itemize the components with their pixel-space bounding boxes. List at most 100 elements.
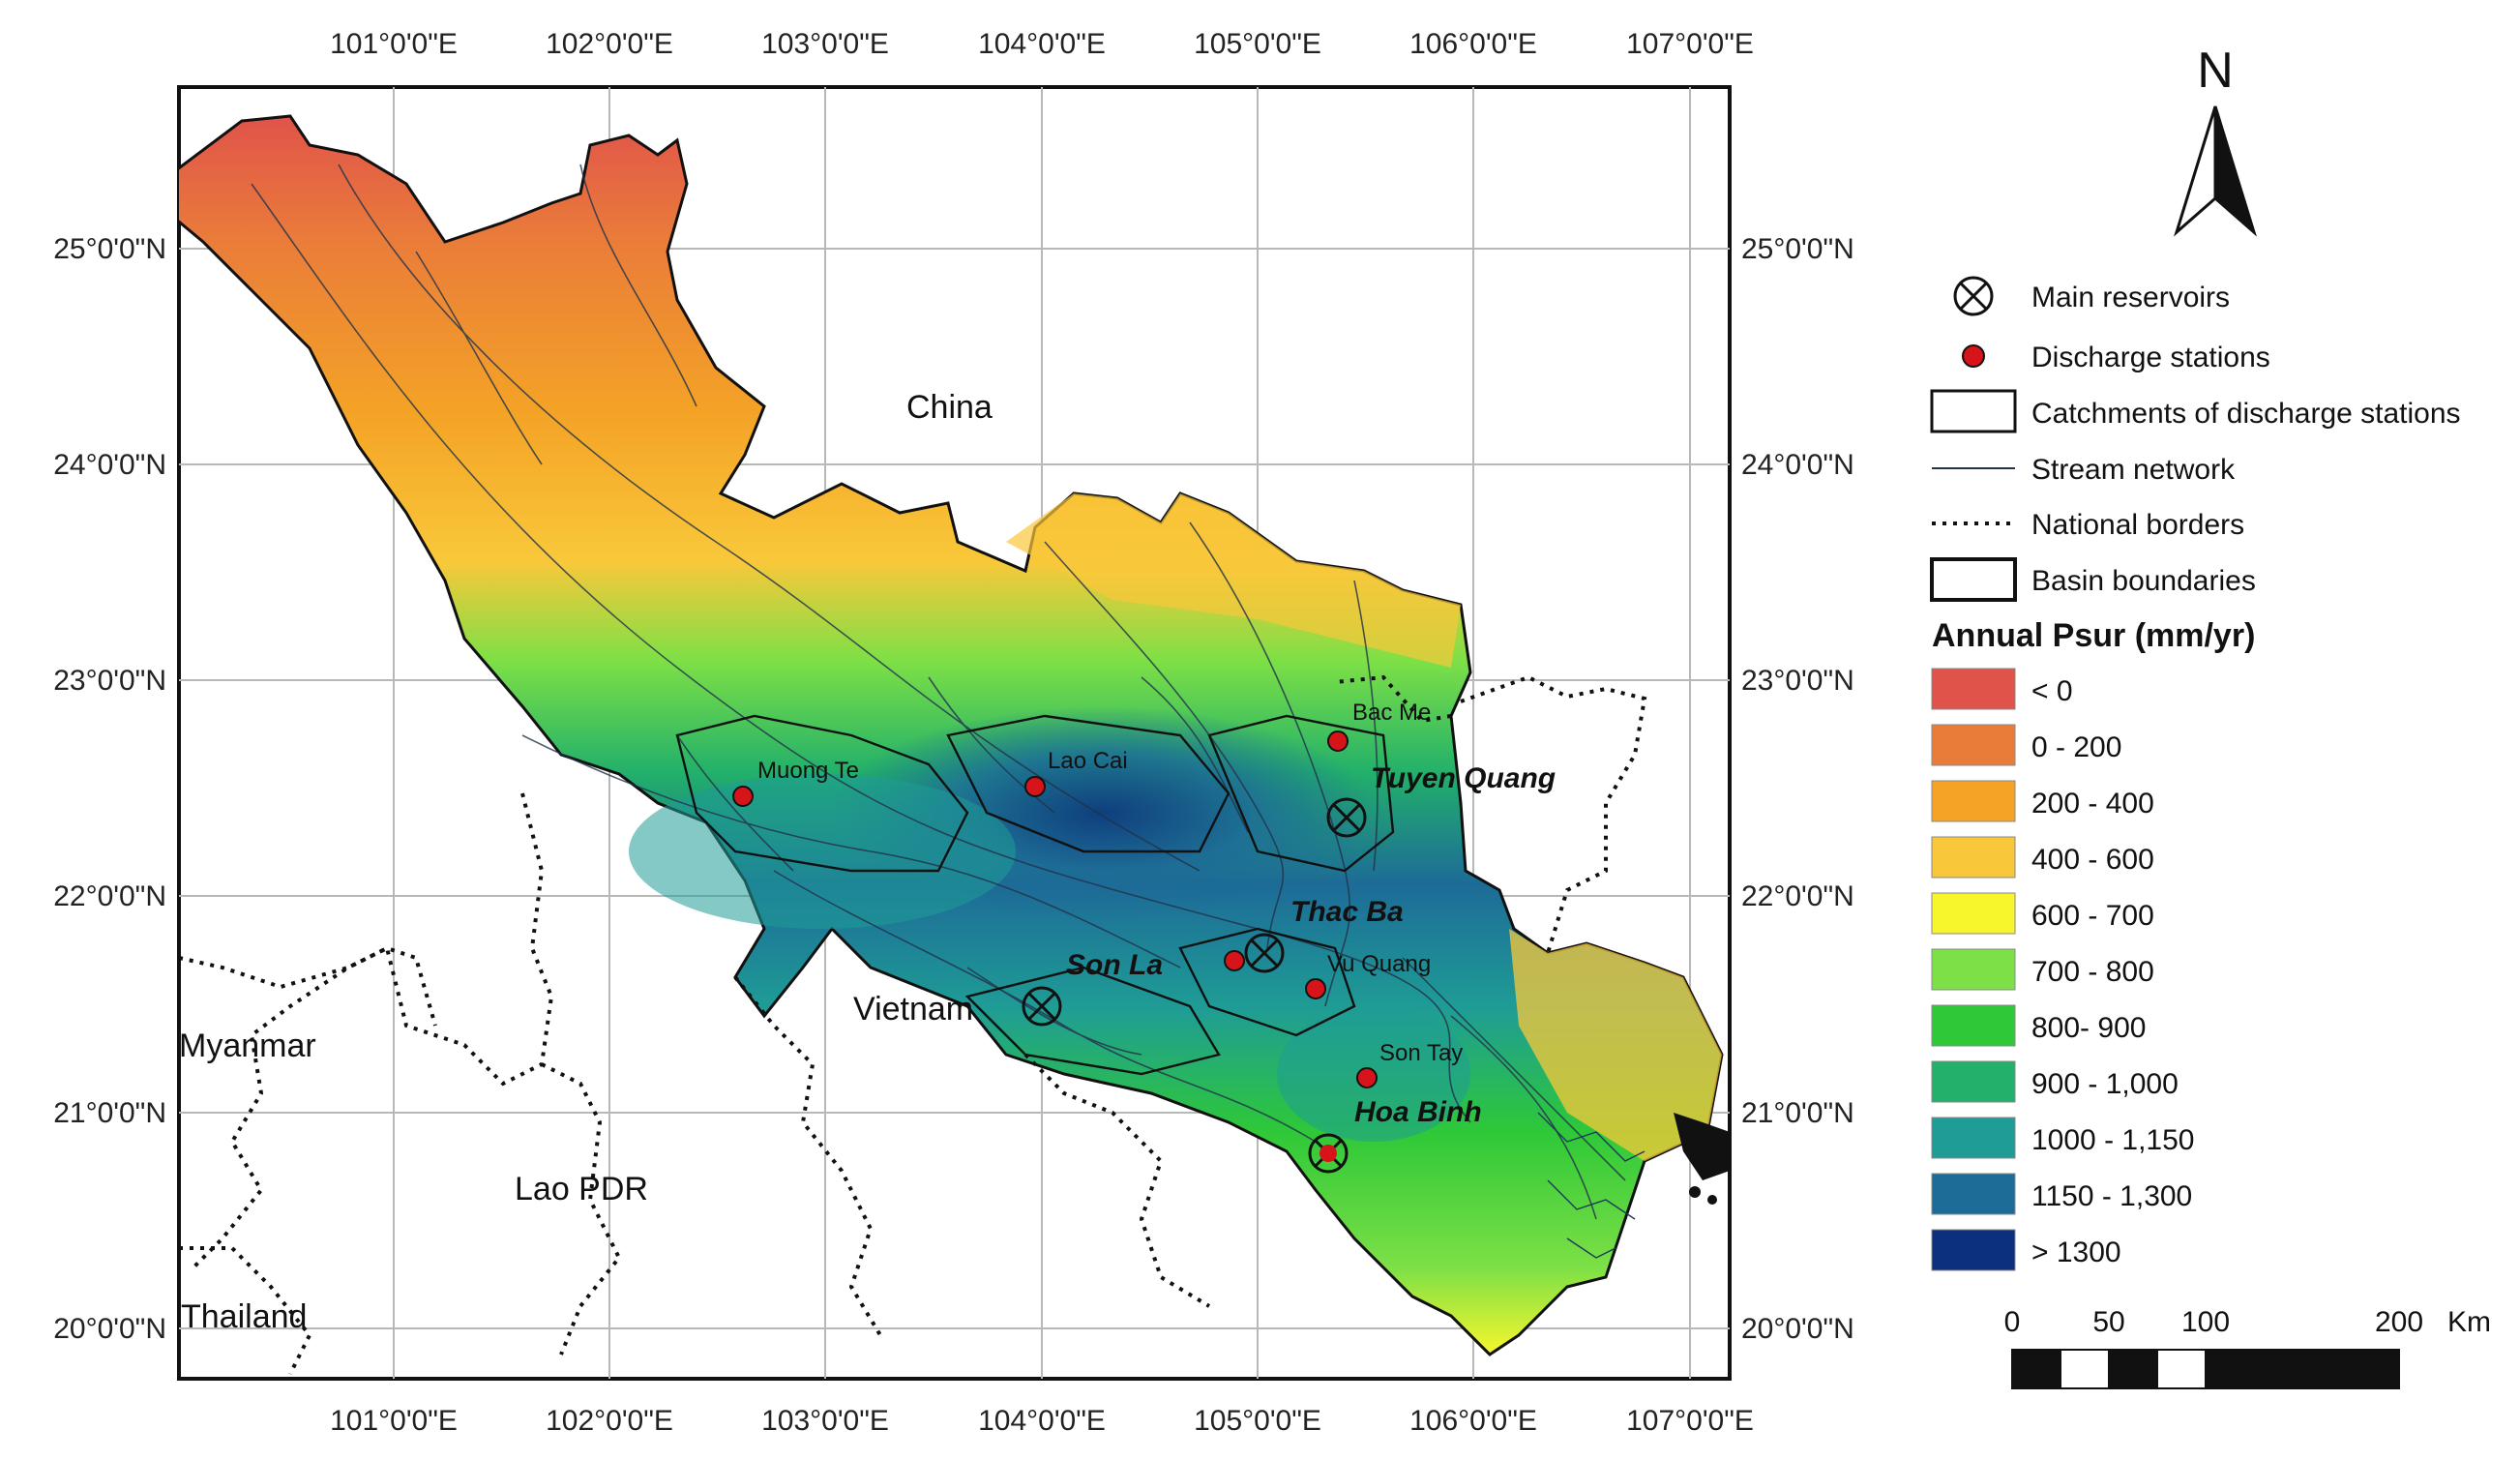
lat-label-right: 20°0'0"N [1741,1313,1854,1345]
legend-item: Basin boundaries [1930,557,2256,602]
lat-label-right: 21°0'0"N [1741,1097,1854,1129]
country-label-china: China [906,389,993,426]
coastal-islands [1674,1113,1730,1205]
station-label: Lao Cai [1048,748,1128,774]
station-son-tay[interactable]: Son Tay [1356,1040,1463,1088]
north-arrow-icon [2174,105,2257,237]
latitude-labels-right: 25°0'0"N 24°0'0"N 23°0'0"N 22°0'0"N 21°0… [1741,233,1854,1345]
scale-bar: 0 50 100 200 Km [2004,1306,2491,1389]
legend-swatch [1931,836,2016,879]
reservoir-icon [1953,276,1994,316]
country-label-vietnam: Vietnam [853,991,973,1028]
country-label-myanmar: Myanmar [179,1028,316,1064]
legend-class: 800- 900 [1931,1004,2146,1047]
basin-box-icon [1930,557,2017,602]
legend-item: Main reservoirs [1953,276,2230,316]
station-lao-cai[interactable]: Lao Cai [1024,748,1128,797]
legend-class-label: < 0 [2031,675,2073,707]
coastal-delta [1537,1112,1645,1259]
legend: Main reservoirs Discharge stations Catch… [1930,276,2461,1271]
legend-label: Catchments of discharge stations [2031,398,2461,430]
legend-class-label: 400 - 600 [2031,844,2154,876]
legend-swatch [1931,1173,2016,1215]
legend-swatch [1931,892,2016,935]
lat-label-left: 24°0'0"N [53,449,166,481]
legend-class: 1000 - 1,150 [1931,1117,2194,1159]
legend-title: Annual Psur (mm/yr) [1932,617,2255,654]
legend-label: National borders [2031,509,2244,541]
legend-swatch [1931,1004,2016,1047]
lat-label-left: 21°0'0"N [53,1097,166,1129]
reservoir-thac-ba[interactable]: Thac Ba [1244,896,1404,973]
station-label: Bac Me [1352,700,1431,726]
station-bac-me[interactable]: Bac Me [1327,700,1431,752]
reservoir-label: Son La [1066,949,1163,981]
lon-label-top: 106°0'0"E [1409,28,1537,60]
station-dot-icon [732,786,754,807]
legend-class-label: 0 - 200 [2031,731,2121,763]
legend-class-label: 1000 - 1,150 [2031,1124,2194,1156]
reservoir-son-la[interactable]: Son La [1022,949,1163,1027]
legend-item: Stream network [1932,454,2236,486]
scale-label: 0 [2004,1306,2021,1338]
legend-class-label: 600 - 700 [2031,900,2154,932]
legend-class-label: 700 - 800 [2031,956,2154,988]
reservoir-icon [1326,797,1367,838]
legend-swatch [1931,724,2016,766]
reservoir-hoa-binh[interactable]: Hoa Binh [1308,1096,1482,1174]
lat-label-right: 23°0'0"N [1741,665,1854,697]
lat-label-right: 24°0'0"N [1741,449,1854,481]
lon-label-top: 101°0'0"E [330,28,458,60]
main-reservoirs: Tuyen Quang Thac Ba Son La [1022,762,1556,1174]
legend-class: < 0 [1931,668,2073,710]
country-label-thailand: Thailand [181,1298,307,1335]
legend-label: Basin boundaries [2031,565,2256,597]
lon-label-bottom: 107°0'0"E [1626,1405,1754,1437]
scale-label: 100 [2181,1306,2230,1338]
lon-label-top: 102°0'0"E [546,28,673,60]
station-label: Son Tay [1379,1040,1463,1066]
lon-label-bottom: 102°0'0"E [546,1405,673,1437]
country-label-lao: Lao PDR [515,1171,648,1207]
station-muong-te[interactable]: Muong Te [732,758,859,807]
lat-label-left: 23°0'0"N [53,665,166,697]
legend-swatch [1931,780,2016,822]
lon-label-bottom: 106°0'0"E [1409,1405,1537,1437]
scale-label: 50 [2092,1306,2124,1338]
longitude-labels-top: 101°0'0"E 102°0'0"E 103°0'0"E 104°0'0"E … [330,28,1754,60]
legend-label: Main reservoirs [2031,282,2230,313]
legend-swatch [1931,1229,2016,1271]
station-dot-icon [1327,730,1349,752]
reservoir-tuyen-quang[interactable]: Tuyen Quang [1326,762,1556,838]
reservoir-label: Thac Ba [1290,896,1404,928]
legend-item: Discharge stations [1962,342,2270,373]
lon-label-top: 103°0'0"E [761,28,889,60]
station-dot-icon [1024,776,1046,797]
legend-swatch [1931,1117,2016,1159]
lon-label-bottom: 101°0'0"E [330,1405,458,1437]
north-arrow: N [2174,43,2257,237]
station-dot-icon [1356,1067,1378,1088]
station-dot-icon [1305,978,1326,999]
lon-label-bottom: 103°0'0"E [761,1405,889,1437]
lat-label-right: 25°0'0"N [1741,233,1854,265]
reservoir-icon [1022,986,1062,1027]
reservoir-label: Tuyen Quang [1371,762,1556,794]
legend-class: 400 - 600 [1931,836,2154,879]
lon-label-top: 104°0'0"E [978,28,1106,60]
legend-label: Stream network [2031,454,2236,486]
national-borders [179,674,1647,1375]
reservoir-label: Hoa Binh [1354,1096,1482,1128]
legend-item: National borders [1932,509,2244,541]
station-vu-quang[interactable]: Vu Quang [1224,950,1431,999]
legend-class: 200 - 400 [1931,780,2154,822]
legend-class-label: 1150 - 1,300 [2031,1180,2192,1212]
legend-class-label: > 1300 [2031,1237,2121,1268]
legend-class-label: 800- 900 [2031,1012,2146,1044]
legend-label: Discharge stations [2031,342,2270,373]
legend-swatch [1931,948,2016,991]
scale-label: 200 [2375,1306,2423,1338]
lon-label-bottom: 105°0'0"E [1194,1405,1321,1437]
legend-class: > 1300 [1931,1229,2121,1271]
lon-label-top: 105°0'0"E [1194,28,1321,60]
